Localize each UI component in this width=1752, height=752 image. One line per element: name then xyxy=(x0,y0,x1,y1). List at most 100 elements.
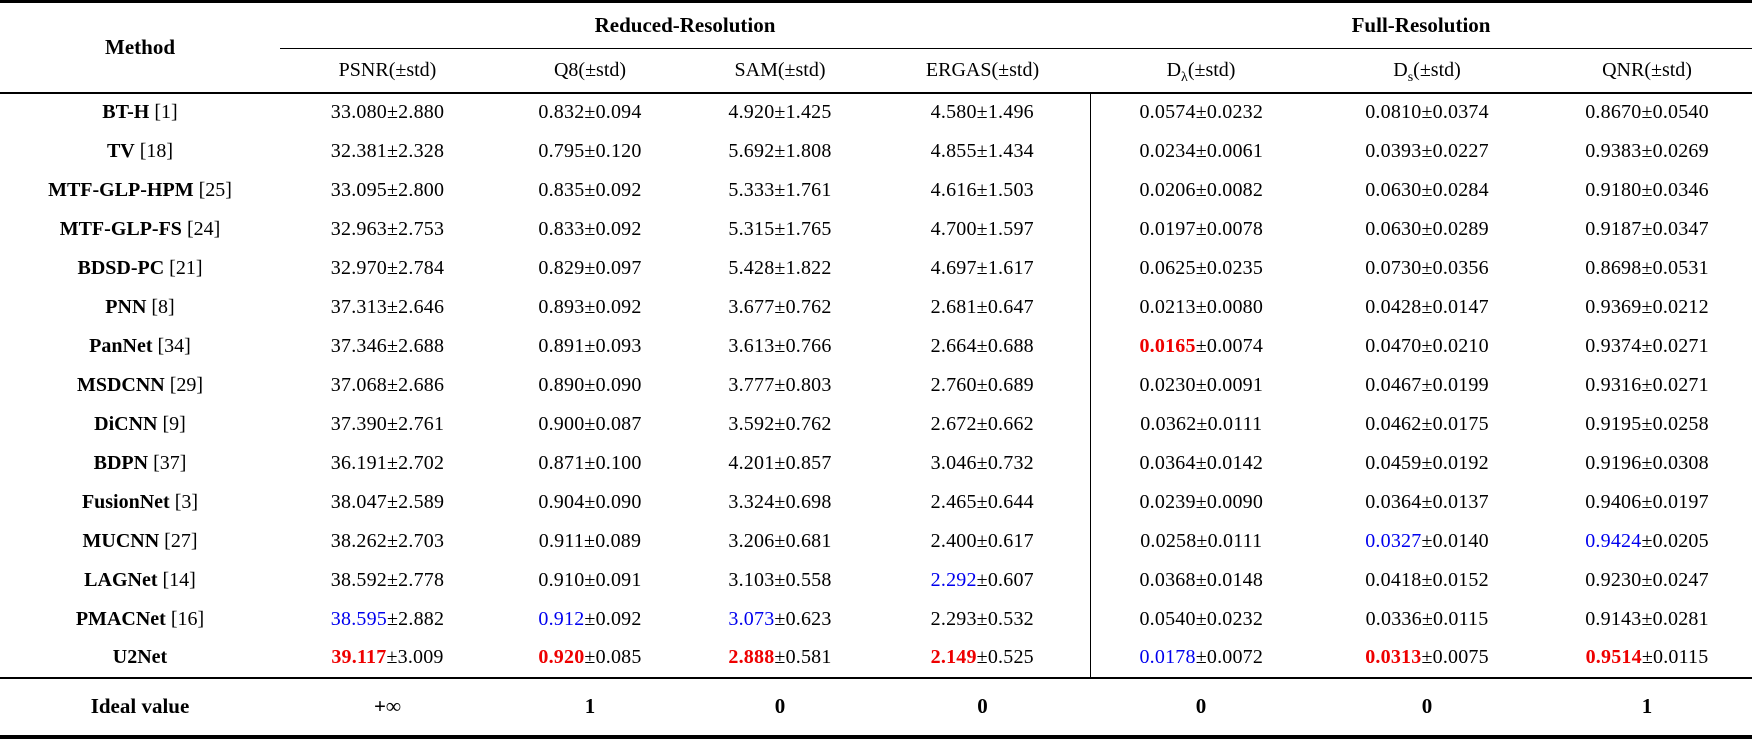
metric-cell: 4.580±1.496 xyxy=(930,101,1034,123)
metric-cell: 0.9369±0.0212 xyxy=(1585,295,1709,318)
column-header-sam: SAM(±std) xyxy=(685,48,875,94)
group-header-row: Method Reduced-Resolution Full-Resolutio… xyxy=(0,1,1752,94)
metric-cell: 0.0234±0.0061 xyxy=(1089,131,1313,171)
metric-cell: 4.855±1.434 xyxy=(930,139,1034,162)
metric-cell: 0.0239±0.0090 xyxy=(1089,482,1313,522)
metric-cell: 0.9196±0.0308 xyxy=(1585,451,1709,474)
metric-cell: 37.068±2.686 xyxy=(330,373,445,396)
metric-cell: 3.592±0.762 xyxy=(728,412,832,435)
method-name: PanNet [34] xyxy=(89,334,191,357)
metric-cell: 0.891±0.093 xyxy=(538,334,642,357)
metric-cell: 38.592±2.778 xyxy=(330,568,445,591)
metric-cell: 0.0327±0.0140 xyxy=(1365,529,1489,552)
method-name: U2Net xyxy=(0,638,280,679)
metric-cell: 2.465±0.644 xyxy=(930,490,1034,513)
metric-cell: 3.073±0.623 xyxy=(728,607,832,630)
table-row-tv: TV [18] 32.381±2.328 0.795±0.120 5.692±1.80… xyxy=(0,131,1752,171)
table-row-u2net: U2Net 39.117±3.009 0.920±0.085 2.888±0.581 2… xyxy=(0,638,1752,679)
metric-cell: 38.262±2.703 xyxy=(330,529,445,552)
metric-cell: 32.963±2.753 xyxy=(330,217,445,240)
table-row-bdpn: BDPN [37] 36.191±2.702 0.871±0.100 4.201±0.… xyxy=(0,443,1752,483)
table-row-fusionnet: FusionNet [3] 38.047±2.589 0.904±0.090 3.32… xyxy=(0,482,1752,522)
metric-cell: 5.315±1.765 xyxy=(728,217,832,240)
metric-cell: 5.333±1.761 xyxy=(728,178,832,201)
metric-cell: 0.0467±0.0199 xyxy=(1365,373,1489,396)
metric-cell: 0.0625±0.0235 xyxy=(1089,248,1313,288)
metric-cell: 0.871±0.100 xyxy=(538,451,642,474)
metric-cell: 0.0540±0.0232 xyxy=(1089,599,1313,639)
ideal-value-cell: +∞ xyxy=(374,694,401,718)
method-name: MSDCNN [29] xyxy=(76,373,204,396)
table-row-bt-h: BT-H [1] 33.080±2.880 0.832±0.094 4.920±1.4… xyxy=(0,92,1752,132)
metric-cell: 0.9187±0.0347 xyxy=(1585,217,1709,240)
metric-cell: 3.103±0.558 xyxy=(728,568,832,591)
metric-cell: 37.313±2.646 xyxy=(330,295,445,318)
column-header-psnr: PSNR(±std) xyxy=(280,48,495,94)
metric-cell: 39.117±3.009 xyxy=(280,638,495,679)
ideal-value-cell: 1 xyxy=(1641,694,1653,718)
metric-cell: 3.613±0.766 xyxy=(728,334,832,357)
metric-cell: 0.0206±0.0082 xyxy=(1089,170,1313,210)
metric-cell: 4.616±1.503 xyxy=(930,178,1034,201)
metric-cell: 33.095±2.800 xyxy=(330,178,445,201)
metric-cell: 0.0336±0.0115 xyxy=(1365,607,1489,630)
metric-cell: 37.346±2.688 xyxy=(330,334,445,357)
method-name: BDSD-PC [21] xyxy=(77,256,203,279)
table-row-msdcnn: MSDCNN [29] 37.068±2.686 0.890±0.090 3.777±… xyxy=(0,365,1752,405)
metric-cell: 0.0258±0.0111 xyxy=(1089,521,1313,561)
metric-cell: 4.697±1.617 xyxy=(930,256,1034,279)
metric-cell: 0.833±0.092 xyxy=(538,217,642,240)
metric-cell: 0.0213±0.0080 xyxy=(1089,287,1313,327)
metric-cell: 4.201±0.857 xyxy=(728,451,832,474)
metric-cell: 0.0462±0.0175 xyxy=(1365,412,1489,435)
metric-cell: 0.0418±0.0152 xyxy=(1365,568,1489,591)
metric-cell: 3.206±0.681 xyxy=(728,529,832,552)
metric-cell: 3.324±0.698 xyxy=(728,490,832,513)
metric-cell: 37.390±2.761 xyxy=(330,412,445,435)
metric-cell: 0.0428±0.0147 xyxy=(1365,295,1489,318)
metric-cell: 0.9383±0.0269 xyxy=(1585,139,1709,162)
table-row-mtf-glp-fs: MTF-GLP-FS [24] 32.963±2.753 0.833±0.092 5.… xyxy=(0,209,1752,249)
metric-cell: 0.0313±0.0075 xyxy=(1312,638,1543,679)
metric-cell: 0.9424±0.0205 xyxy=(1585,529,1709,552)
metric-cell: 0.911±0.089 xyxy=(538,529,642,552)
metric-cell: 0.8670±0.0540 xyxy=(1585,101,1709,123)
metric-cell: 0.0165±0.0074 xyxy=(1089,326,1313,366)
metric-cell: 0.900±0.087 xyxy=(538,412,642,435)
metric-cell: 0.912±0.092 xyxy=(538,607,642,630)
metric-cell: 0.9316±0.0271 xyxy=(1585,373,1709,396)
metric-cell: 0.0630±0.0284 xyxy=(1365,178,1489,201)
metric-cell: 0.0197±0.0078 xyxy=(1089,209,1313,249)
metric-cell: 0.920±0.085 xyxy=(495,638,685,679)
group-header-full-resolution: Full-Resolution xyxy=(1090,1,1752,49)
metric-cell: 0.0459±0.0192 xyxy=(1365,451,1489,474)
column-header-d-s: Ds(±std) xyxy=(1312,48,1543,94)
metric-cell: 0.835±0.092 xyxy=(538,178,642,201)
method-name: FusionNet [3] xyxy=(81,490,199,513)
method-name: BDPN [37] xyxy=(93,451,187,474)
metric-cell: 0.9514±0.0115 xyxy=(1542,638,1752,679)
method-name: MTF-GLP-FS [24] xyxy=(59,217,221,240)
metric-cell: 0.9230±0.0247 xyxy=(1585,568,1709,591)
metric-cell: 5.428±1.822 xyxy=(728,256,832,279)
metric-cell: 2.664±0.688 xyxy=(930,334,1034,357)
method-name: MTF-GLP-HPM [25] xyxy=(48,178,232,201)
metric-cell: 2.400±0.617 xyxy=(930,529,1034,552)
method-name: TV [18] xyxy=(106,139,174,162)
method-name: MUCNN [27] xyxy=(82,529,198,552)
metric-cell: 2.760±0.689 xyxy=(930,373,1034,396)
metric-cell: 0.0178±0.0072 xyxy=(1089,638,1313,679)
metric-cell: 2.681±0.647 xyxy=(930,295,1034,318)
metric-cell: 0.0574±0.0232 xyxy=(1089,92,1313,132)
metric-cell: 2.672±0.662 xyxy=(930,412,1034,435)
column-header-ergas: ERGAS(±std) xyxy=(875,48,1091,94)
metric-cell: 38.047±2.589 xyxy=(330,490,445,513)
metric-cell: 0.9406±0.0197 xyxy=(1585,490,1709,513)
table-row-dicnn: DiCNN [9] 37.390±2.761 0.900±0.087 3.592±0.… xyxy=(0,404,1752,444)
metric-cell: 0.795±0.120 xyxy=(538,139,642,162)
metric-cell: 0.910±0.091 xyxy=(538,568,642,591)
metric-cell: 2.888±0.581 xyxy=(685,638,875,679)
table-row-pmacnet: PMACNet [16] 38.595±2.882 0.912±0.092 3.073… xyxy=(0,599,1752,639)
metric-cell: 0.0364±0.0137 xyxy=(1365,490,1489,513)
ideal-value-row: Ideal value +∞ 1 0 0 0 0 1 xyxy=(0,678,1752,737)
